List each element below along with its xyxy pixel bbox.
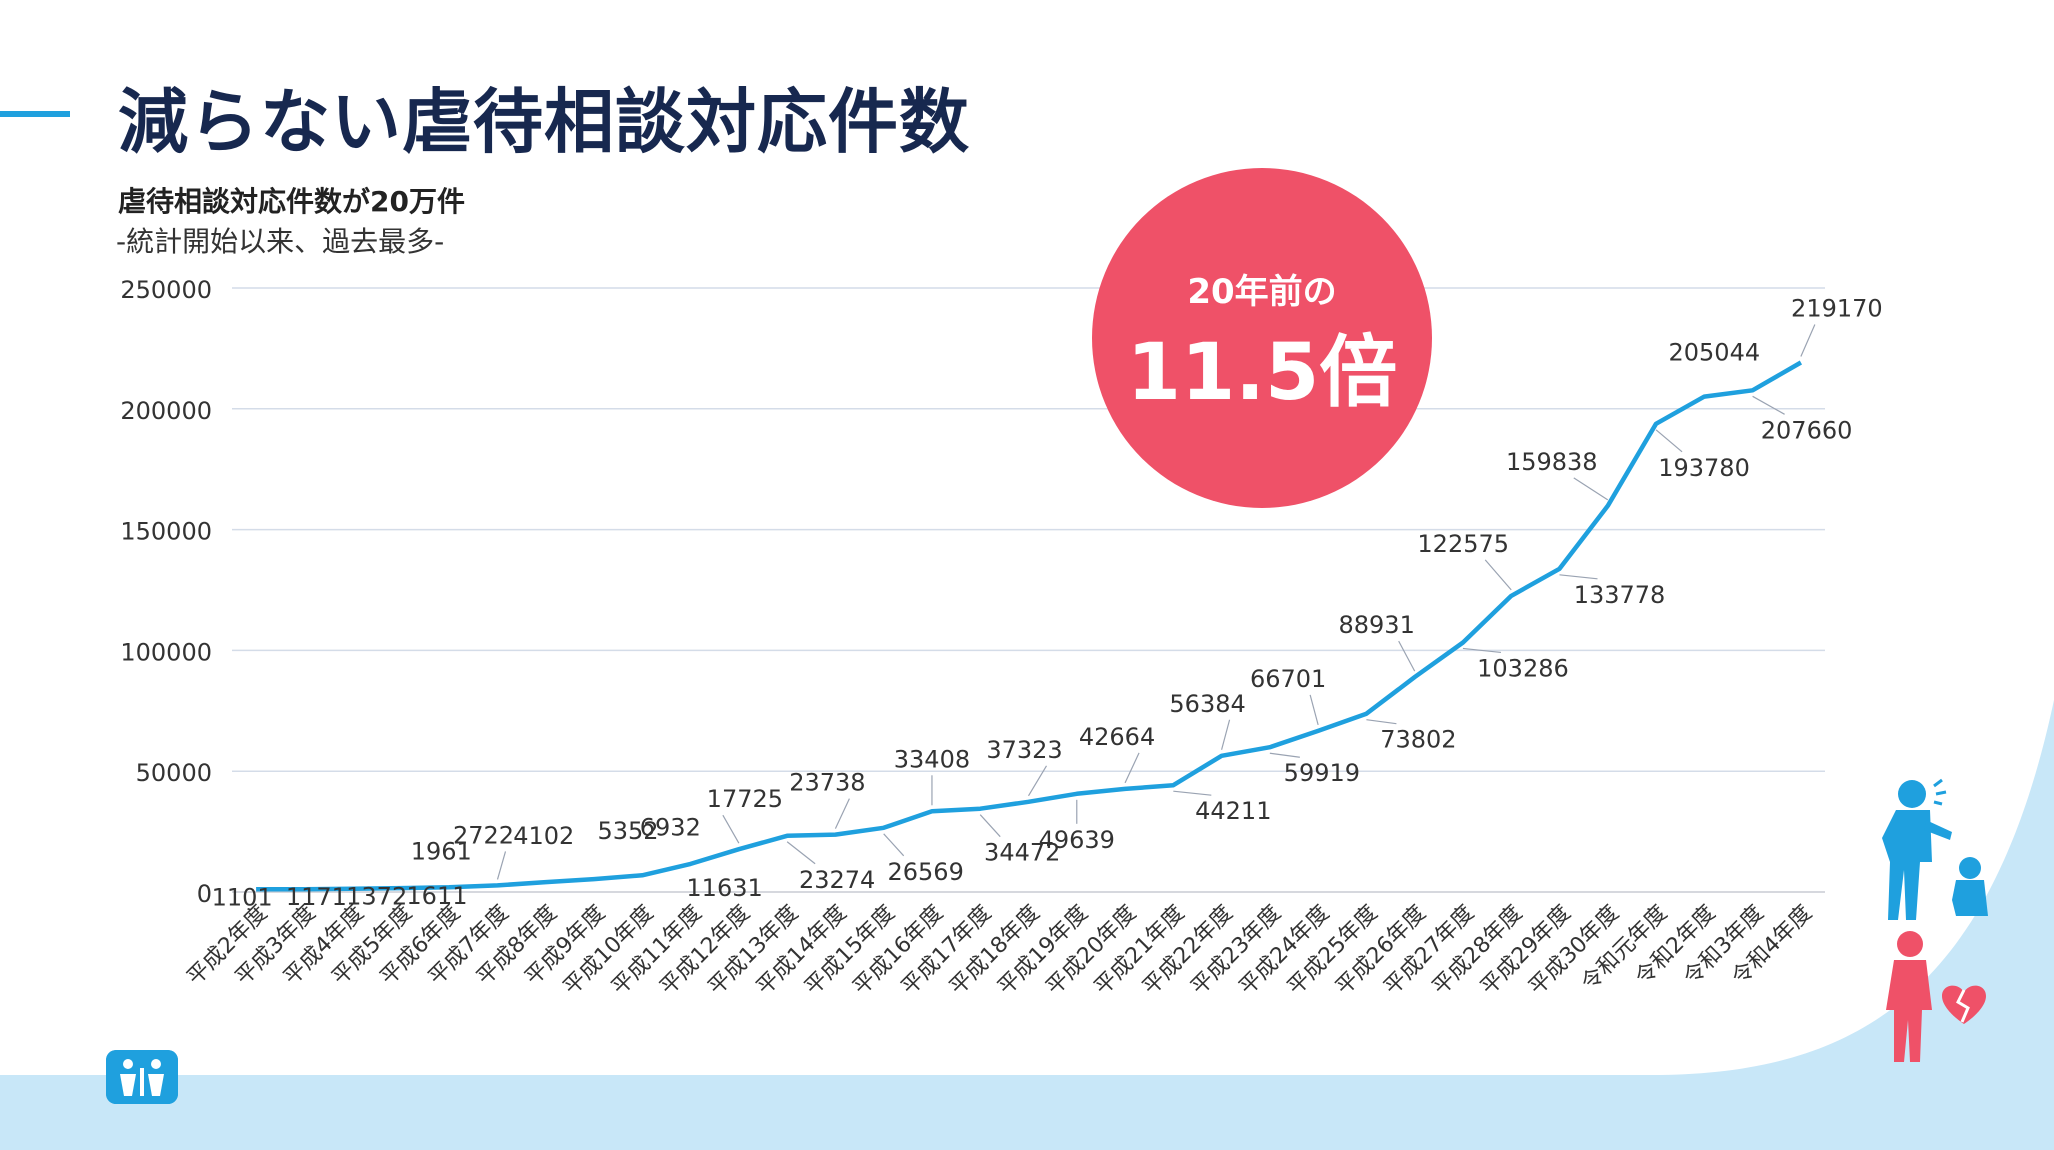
leader-line <box>1800 324 1816 357</box>
data-label: 33408 <box>894 745 970 773</box>
leader-line <box>786 841 816 865</box>
data-label: 34472 <box>984 839 1060 867</box>
leader-line <box>979 814 1001 838</box>
data-label: 17725 <box>707 785 783 813</box>
y-tick-label: 0 <box>197 880 212 908</box>
data-label: 122575 <box>1417 530 1509 558</box>
crouching-child-icon <box>1952 857 1988 916</box>
grid-lines <box>232 287 1825 893</box>
leader-line <box>722 814 740 844</box>
page-title: 減らない虐待相談対応件数 <box>118 81 970 163</box>
accent-bar <box>0 111 70 117</box>
family-illustration <box>1882 778 1988 1062</box>
data-label: 193780 <box>1658 454 1750 482</box>
data-label: 5352 <box>598 817 659 845</box>
data-label: 159838 <box>1506 448 1598 476</box>
data-label: 49639 <box>1039 826 1115 854</box>
leader-line <box>1027 765 1048 797</box>
y-tick-label: 150000 <box>120 518 212 546</box>
data-label: 2722 <box>453 821 514 849</box>
sos-children-logo-icon <box>106 1050 178 1104</box>
data-label: 205044 <box>1669 339 1761 367</box>
leader-line <box>1309 694 1319 726</box>
data-label: 207660 <box>1761 416 1853 444</box>
series-line <box>256 360 1803 892</box>
data-label: 26569 <box>888 858 964 886</box>
data-label: 103286 <box>1477 654 1569 682</box>
data-label: 4102 <box>513 822 574 850</box>
y-tick-label: 250000 <box>120 276 212 304</box>
data-label: 88931 <box>1339 611 1415 639</box>
leader-line <box>883 833 905 857</box>
data-label: 37323 <box>986 736 1062 764</box>
data-label: 1101 <box>212 883 273 911</box>
broken-heart-child-icon <box>1886 931 1986 1062</box>
data-label: 73802 <box>1380 726 1456 754</box>
leader-line <box>1655 429 1683 453</box>
data-label: 23738 <box>789 769 865 797</box>
x-axis-ticks: 平成2年度平成3年度平成4年度平成5年度平成6年度平成7年度平成8年度平成9年度… <box>183 901 1818 1001</box>
leader-line <box>496 851 507 880</box>
y-tick-label: 200000 <box>120 397 212 425</box>
data-label: 42664 <box>1079 723 1155 751</box>
leader-line <box>1462 647 1502 654</box>
badge-caption: 20年前の <box>1187 272 1337 312</box>
data-label: 11631 <box>686 874 762 902</box>
leader-line <box>1221 719 1231 750</box>
leader-line <box>834 798 850 829</box>
data-label: 133778 <box>1574 581 1666 609</box>
data-label: 59919 <box>1284 759 1360 787</box>
data-label: 219170 <box>1791 294 1883 322</box>
y-tick-label: 100000 <box>120 638 212 666</box>
y-axis-ticks: 0 50000 100000 150000 200000 250000 <box>120 276 212 908</box>
data-label: 56384 <box>1169 690 1245 718</box>
data-label: 1372 <box>346 883 407 911</box>
leader-line <box>1752 395 1785 415</box>
data-label: 66701 <box>1250 665 1326 693</box>
badge-value: 11.5倍 <box>1126 328 1398 418</box>
data-label-leaders <box>496 324 1816 880</box>
data-label: 6932 <box>640 813 701 841</box>
chart-subtitle-note: -統計開始以来、過去最多- <box>116 225 445 258</box>
data-label: 23274 <box>799 866 875 894</box>
data-label: 44211 <box>1195 797 1271 825</box>
leader-line <box>1269 752 1300 758</box>
shouting-adult-icon <box>1882 778 1952 920</box>
ratio-badge: 20年前の 11.5倍 <box>1092 168 1432 508</box>
data-label: 1611 <box>406 882 467 910</box>
leader-line <box>1484 559 1512 591</box>
chart-subtitle: 虐待相談対応件数が20万件 <box>118 185 465 218</box>
data-label: 1961 <box>411 837 472 865</box>
leader-line <box>1173 790 1212 796</box>
data-label: 1171 <box>286 883 347 911</box>
leader-line <box>1124 752 1140 784</box>
leader-line <box>1366 719 1397 725</box>
leader-line <box>1559 574 1598 580</box>
y-tick-label: 50000 <box>136 759 212 787</box>
leader-line <box>1573 477 1609 501</box>
leader-line <box>1398 640 1416 672</box>
